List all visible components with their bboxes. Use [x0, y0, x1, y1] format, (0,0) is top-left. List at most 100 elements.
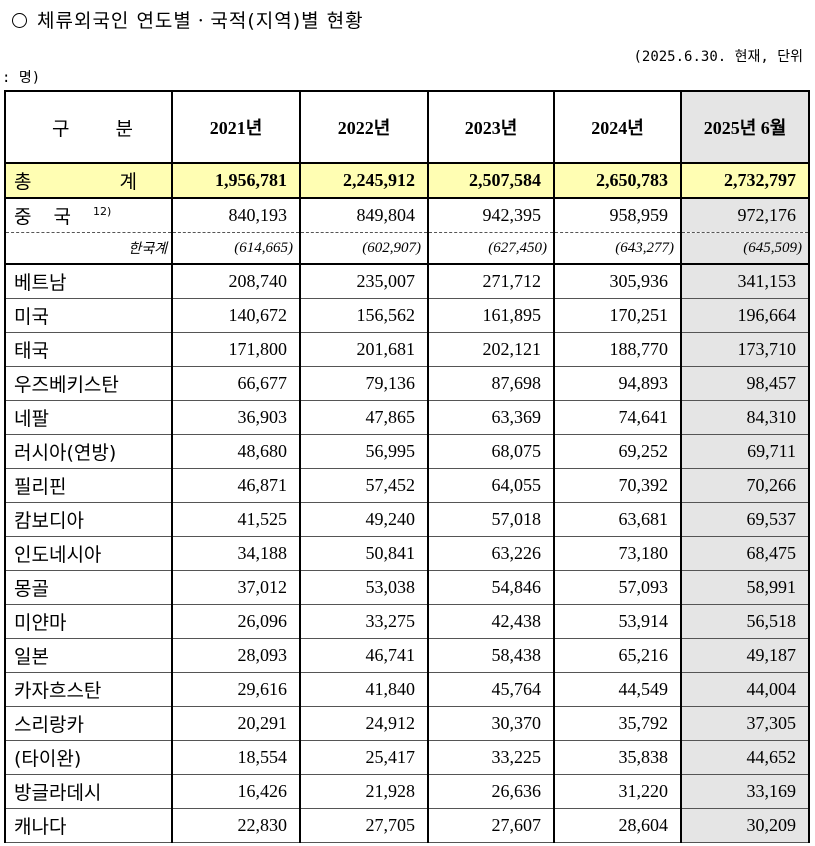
cell-value: 56,518 [680, 604, 810, 639]
cell-value: 305,936 [553, 264, 682, 299]
cell-value: 201,681 [299, 332, 429, 367]
table-row: 스리랑카 20,291 24,912 30,370 35,792 37,305 [4, 706, 810, 741]
cell-value: 33,225 [427, 740, 555, 775]
cell-value: 44,652 [680, 740, 810, 775]
cell-value: 63,369 [427, 400, 555, 435]
cell-value: 70,392 [553, 468, 682, 503]
row-label: 미국 [4, 298, 173, 333]
cell-value: 37,012 [171, 570, 301, 605]
cell-value: 170,251 [553, 298, 682, 333]
cell-value: 69,711 [680, 434, 810, 469]
cell-value: 79,136 [299, 366, 429, 401]
row-label: 일본 [4, 638, 173, 673]
cell-value: 22,830 [171, 808, 301, 843]
table-row: 캄보디아 41,525 49,240 57,018 63,681 69,537 [4, 502, 810, 537]
cell-value: 341,153 [680, 264, 810, 299]
unit-note-continued: : 명) [2, 70, 41, 86]
table-row: 몽골 37,012 53,038 54,846 57,093 58,991 [4, 570, 810, 605]
cell-value: 161,895 [427, 298, 555, 333]
table-row: 우즈베키스탄 66,677 79,136 87,698 94,893 98,457 [4, 366, 810, 401]
total-row: 총계 1,956,781 2,245,912 2,507,584 2,650,7… [4, 162, 810, 199]
cell-value: 68,075 [427, 434, 555, 469]
cell-value: 73,180 [553, 536, 682, 571]
row-label: 몽골 [4, 570, 173, 605]
row-label: 한국계 [4, 232, 173, 265]
cell-value: 235,007 [299, 264, 429, 299]
cell-value: 41,525 [171, 502, 301, 537]
footnote-marker: 12) [92, 205, 112, 218]
cell-value: 54,846 [427, 570, 555, 605]
cell-value: (643,277) [553, 232, 682, 265]
cell-value: 30,370 [427, 706, 555, 741]
cell-value: 64,055 [427, 468, 555, 503]
cell-value: 48,680 [171, 434, 301, 469]
circle-bullet-icon [12, 13, 27, 28]
cell-value: 46,871 [171, 468, 301, 503]
cell-value: 2,245,912 [299, 162, 429, 199]
cell-value: 16,426 [171, 774, 301, 809]
row-label: 네팔 [4, 400, 173, 435]
table-row: 네팔 36,903 47,865 63,369 74,641 84,310 [4, 400, 810, 435]
table-row: 러시아(연방) 48,680 56,995 68,075 69,252 69,711 [4, 434, 810, 469]
cell-value: 74,641 [553, 400, 682, 435]
cell-value: 33,169 [680, 774, 810, 809]
cell-value: 29,616 [171, 672, 301, 707]
row-label: 태국 [4, 332, 173, 367]
cell-value: 208,740 [171, 264, 301, 299]
cell-value: 69,252 [553, 434, 682, 469]
cell-value: 28,093 [171, 638, 301, 673]
cell-value: 47,865 [299, 400, 429, 435]
table-row: 일본 28,093 46,741 58,438 65,216 49,187 [4, 638, 810, 673]
row-label: 인도네시아 [4, 536, 173, 571]
cell-value: 35,792 [553, 706, 682, 741]
table-row: 방글라데시 16,426 21,928 26,636 31,220 33,169 [4, 774, 810, 809]
cell-value: 26,096 [171, 604, 301, 639]
unit-note: (2025.6.30. 현재, 단위 [633, 49, 803, 65]
cell-value: 53,914 [553, 604, 682, 639]
table-row: 미국 140,672 156,562 161,895 170,251 196,664 [4, 298, 810, 333]
cell-value: 37,305 [680, 706, 810, 741]
cell-value: (627,450) [427, 232, 555, 265]
table-row: 캐나다 22,830 27,705 27,607 28,604 30,209 [4, 808, 810, 843]
table-row: 필리핀 46,871 57,452 64,055 70,392 70,266 [4, 468, 810, 503]
row-label: 캄보디아 [4, 502, 173, 537]
cell-value: (602,907) [299, 232, 429, 265]
row-label: 카자흐스탄 [4, 672, 173, 707]
cell-value: 20,291 [171, 706, 301, 741]
cell-value: 24,912 [299, 706, 429, 741]
cell-value: 49,240 [299, 502, 429, 537]
table-row: 한국계 (614,665) (602,907) (627,450) (643,2… [4, 232, 810, 265]
row-label: 총계 [4, 162, 173, 199]
cell-value: 69,537 [680, 502, 810, 537]
cell-value: 50,841 [299, 536, 429, 571]
row-label: 스리랑카 [4, 706, 173, 741]
row-label: 방글라데시 [4, 774, 173, 809]
cell-value: 57,452 [299, 468, 429, 503]
cell-value: 33,275 [299, 604, 429, 639]
cell-value: 34,188 [171, 536, 301, 571]
row-label: 미얀마 [4, 604, 173, 639]
header-year: 2021년 [171, 90, 301, 164]
cell-value: 972,176 [680, 198, 810, 233]
cell-value: 58,438 [427, 638, 555, 673]
row-label: (타이완) [4, 740, 173, 775]
cell-value: 140,672 [171, 298, 301, 333]
cell-value: 57,093 [553, 570, 682, 605]
header-year: 2022년 [299, 90, 429, 164]
cell-value: 840,193 [171, 198, 301, 233]
row-label: 우즈베키스탄 [4, 366, 173, 401]
cell-value: 26,636 [427, 774, 555, 809]
cell-value: 2,650,783 [553, 162, 682, 199]
header-row: 구분 2021년 2022년 2023년 2024년 2025년 6월 [4, 90, 810, 164]
header-year: 2025년 6월 [680, 90, 810, 164]
cell-value: 57,018 [427, 502, 555, 537]
cell-value: 171,800 [171, 332, 301, 367]
cell-value: 196,664 [680, 298, 810, 333]
cell-value: 156,562 [299, 298, 429, 333]
table-row: (타이완) 18,554 25,417 33,225 35,838 44,652 [4, 740, 810, 775]
cell-value: (614,665) [171, 232, 301, 265]
cell-value: 1,956,781 [171, 162, 301, 199]
cell-value: 63,226 [427, 536, 555, 571]
cell-value: 958,959 [553, 198, 682, 233]
table-row: 카자흐스탄 29,616 41,840 45,764 44,549 44,004 [4, 672, 810, 707]
